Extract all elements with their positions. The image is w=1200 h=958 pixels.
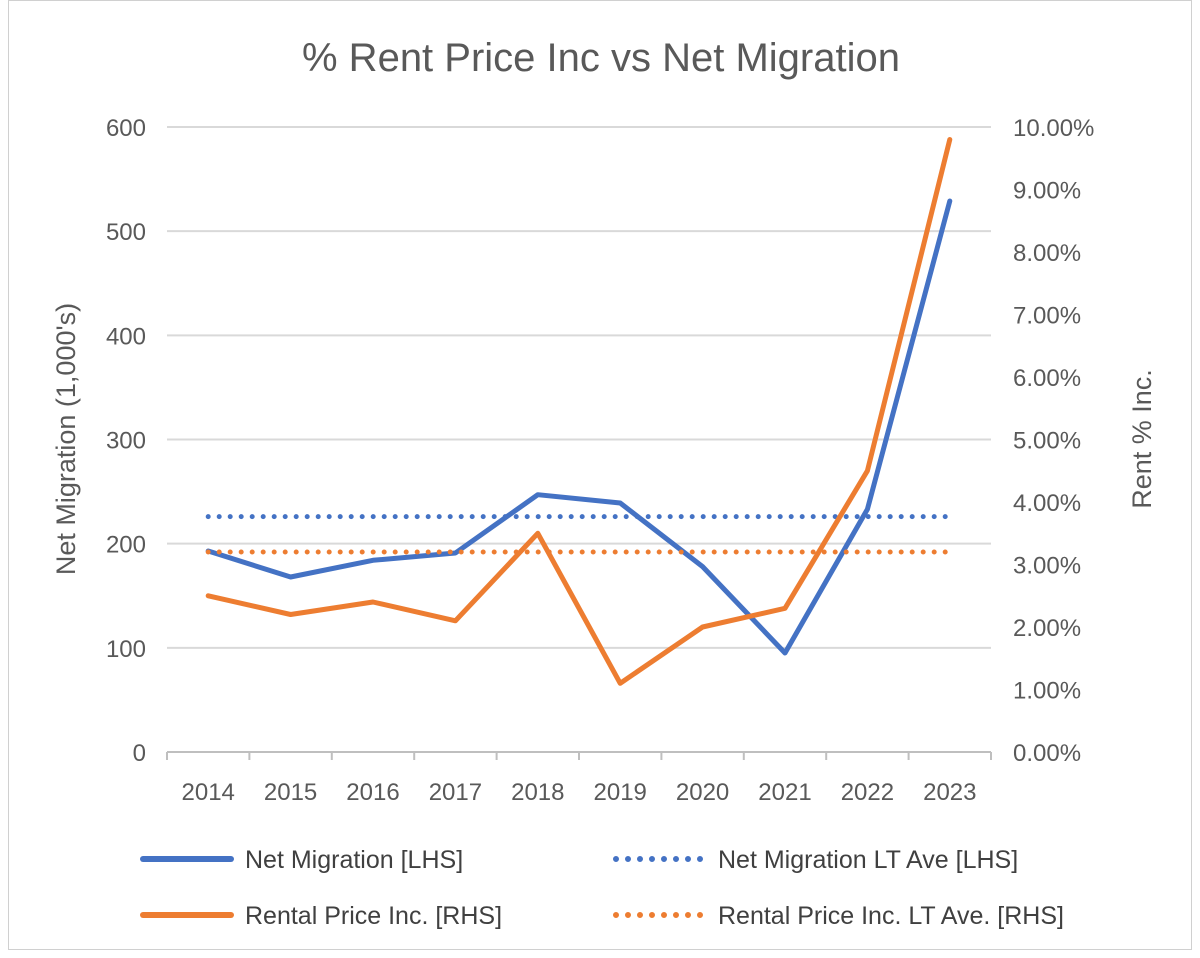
x-tick-label: 2023: [923, 779, 976, 806]
x-tick-label: 2018: [511, 779, 564, 806]
y-axis-right-title: Rent % Inc.: [1127, 369, 1157, 509]
series-line-rental-price-inc-rhs: [205, 137, 953, 686]
y-tick-right: 1.00%: [1013, 678, 1081, 705]
chart-svg: % Rent Price Inc vs Net Migration 0 100 20…: [51, 36, 1157, 930]
legend-label: Rental Price Inc. LT Ave. [RHS]: [718, 902, 1064, 930]
series-line-net-migration-lhs: [205, 198, 953, 656]
y-tick-right: 4.00%: [1013, 490, 1081, 517]
x-tick-label: 2020: [676, 779, 729, 806]
legend-item: Rental Price Inc. [RHS]: [140, 902, 502, 930]
legend-item: Rental Price Inc. LT Ave. [RHS]: [613, 902, 1064, 930]
y-tick-right: 7.00%: [1013, 303, 1081, 330]
x-tick-label: 2016: [346, 779, 399, 806]
legend: Net Migration [LHS] Net Migration LT Ave …: [140, 846, 1064, 930]
legend-item: Net Migration [LHS]: [140, 846, 463, 874]
y-tick-right: 6.00%: [1013, 365, 1081, 392]
y-tick-left: 0: [133, 740, 146, 767]
x-tick-label: 2017: [429, 779, 482, 806]
ticks-layer: 0 100 200 300 400 500 600 0.00% 1.00% 2.00% 3.00% 4…: [106, 115, 1094, 806]
y-tick-left: 400: [106, 323, 146, 350]
x-tick-label: 2019: [594, 779, 647, 806]
x-tick-label: 2022: [841, 779, 894, 806]
y-tick-right: 10.00%: [1013, 115, 1094, 142]
series-layer: [205, 137, 953, 686]
y-tick-left: 600: [106, 115, 146, 142]
chart-title: % Rent Price Inc vs Net Migration: [302, 36, 900, 80]
x-tick-label: 2014: [182, 779, 235, 806]
y-tick-left: 100: [106, 636, 146, 663]
y-tick-left: 500: [106, 219, 146, 246]
chart-frame: % Rent Price Inc vs Net Migration 0 100 20…: [8, 0, 1192, 950]
legend-label: Net Migration [LHS]: [245, 846, 463, 874]
grid-layer: [166, 126, 992, 760]
y-axis-left-title: Net Migration (1,000's): [51, 303, 81, 575]
y-tick-right: 2.00%: [1013, 615, 1081, 642]
legend-label: Rental Price Inc. [RHS]: [245, 902, 502, 930]
y-tick-left: 300: [106, 428, 146, 455]
y-tick-right: 8.00%: [1013, 240, 1081, 267]
x-tick-label: 2015: [264, 779, 317, 806]
y-tick-right: 9.00%: [1013, 178, 1081, 205]
legend-item: Net Migration LT Ave [LHS]: [613, 846, 1018, 874]
legend-label: Net Migration LT Ave [LHS]: [718, 846, 1018, 874]
x-tick-label: 2021: [758, 779, 811, 806]
y-tick-right: 5.00%: [1013, 428, 1081, 455]
y-tick-right: 0.00%: [1013, 740, 1081, 767]
y-tick-left: 200: [106, 532, 146, 559]
y-tick-right: 3.00%: [1013, 553, 1081, 580]
